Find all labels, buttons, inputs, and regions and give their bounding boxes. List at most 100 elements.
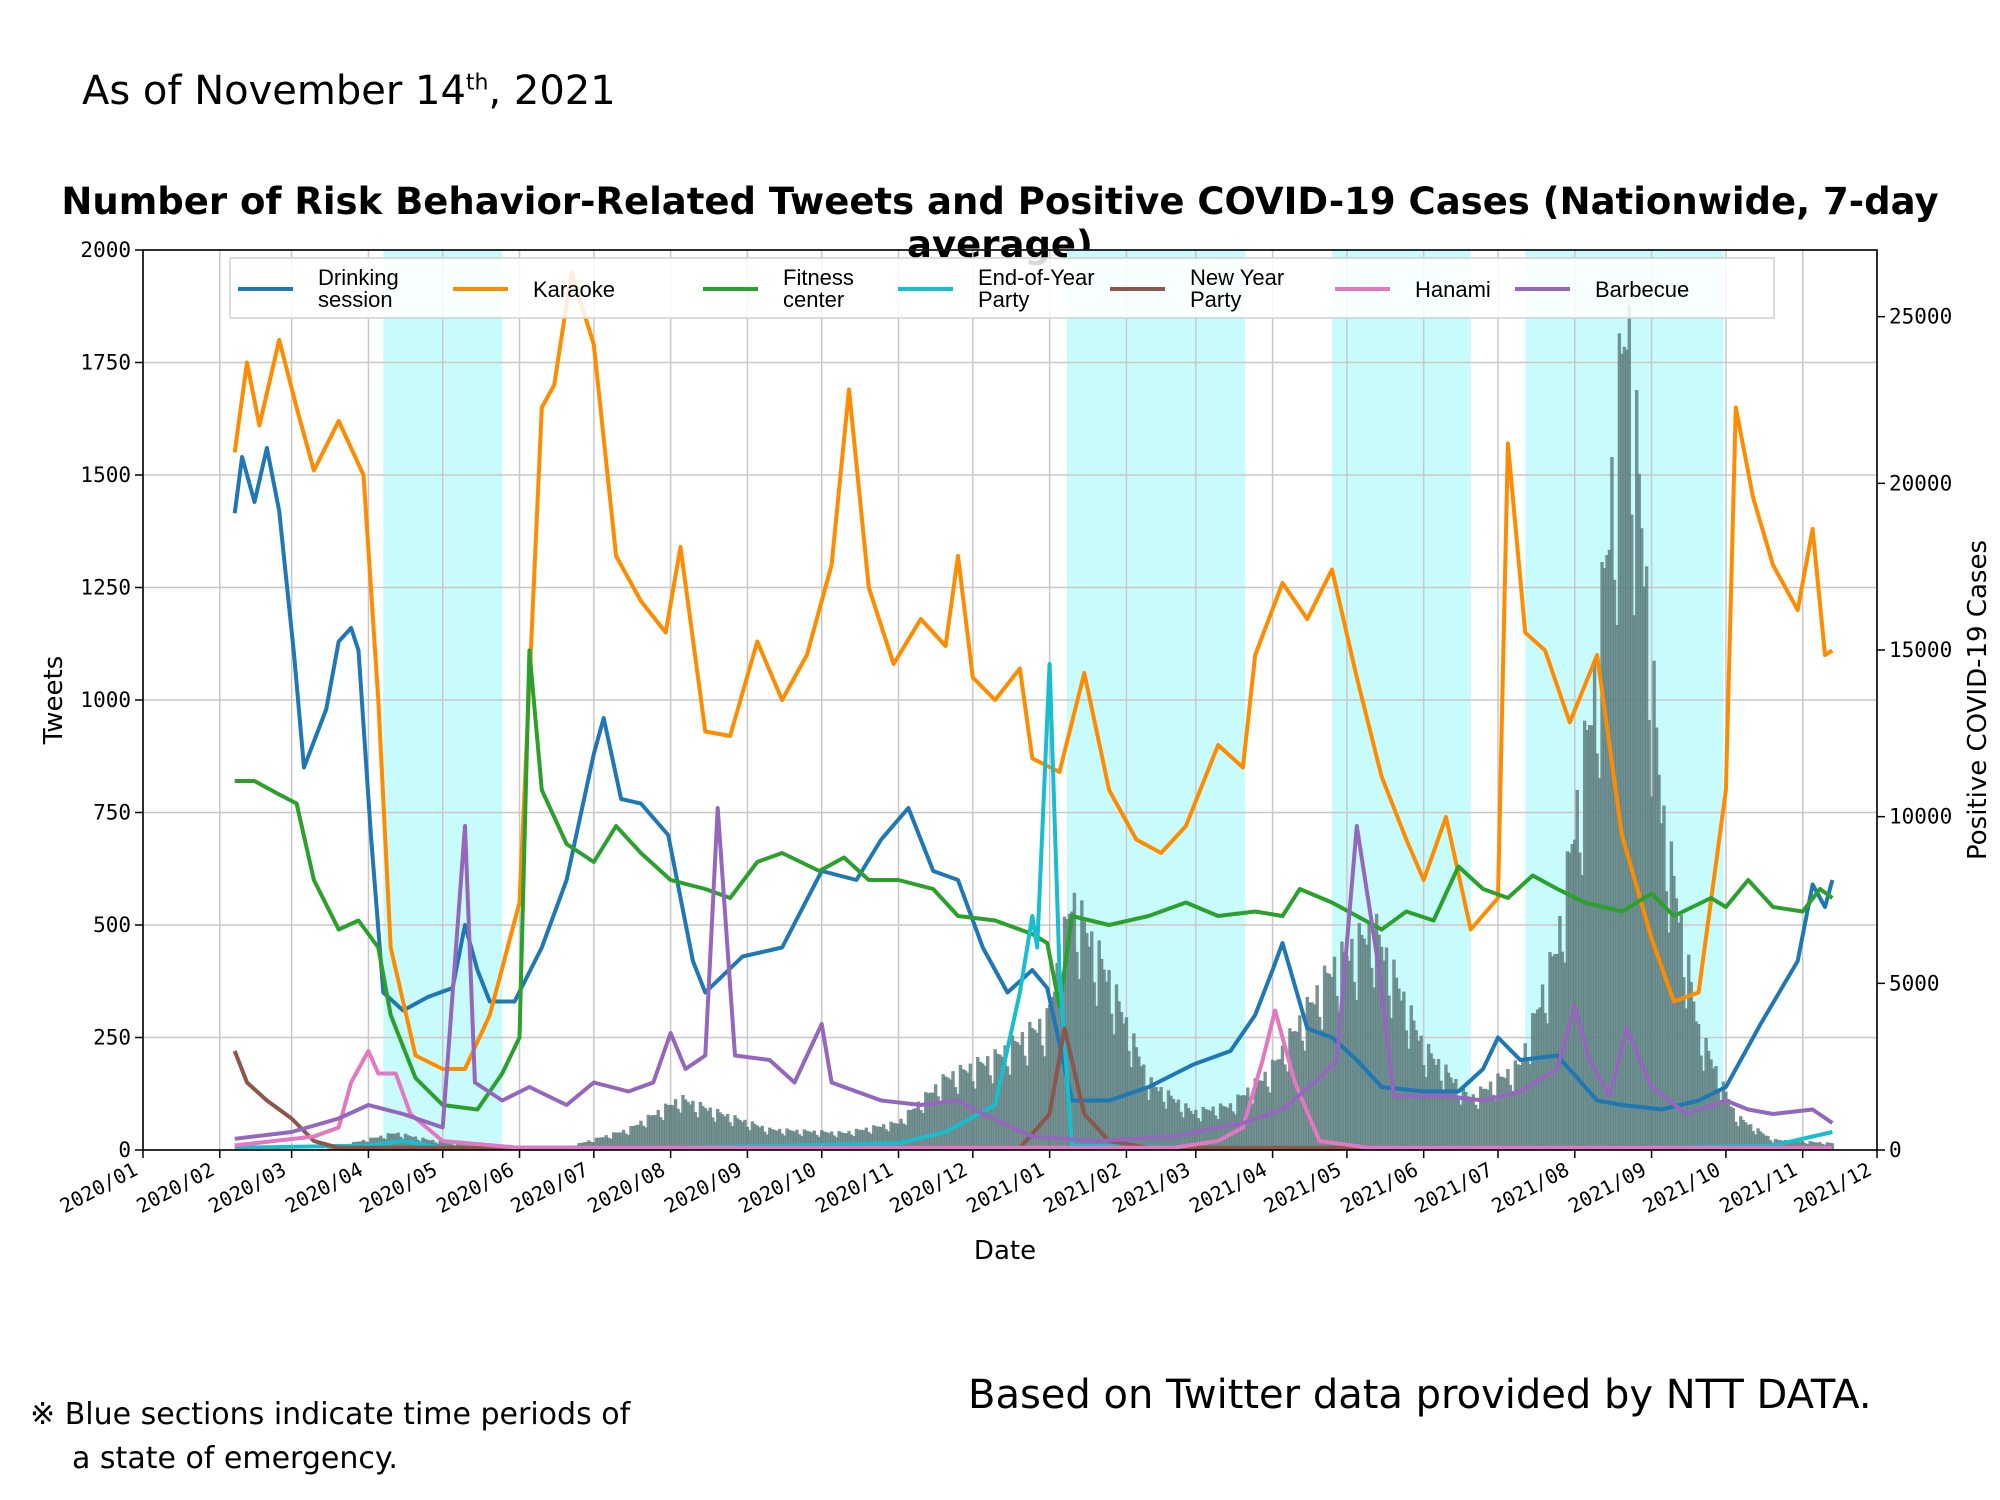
legend-label-line: Fitness — [783, 265, 854, 290]
legend[interactable]: Drinking session Karaoke Fitness center End-o… — [229, 257, 1775, 319]
cases-bar — [1654, 727, 1659, 1150]
cases-bar — [1379, 946, 1384, 1150]
cases-bar — [1441, 1090, 1446, 1150]
cases-bar — [607, 1137, 611, 1150]
cases-bar — [1674, 898, 1679, 1150]
cases-bar — [1189, 1110, 1193, 1150]
cases-bar — [1018, 1044, 1022, 1150]
cases-bar — [1793, 1140, 1797, 1150]
cases-bar — [1052, 991, 1057, 1150]
cases-bar — [1082, 921, 1087, 1150]
cases-bar — [805, 1130, 809, 1150]
cases-bar — [1528, 1064, 1532, 1150]
cases-bar — [1491, 1094, 1495, 1150]
cases-bar — [1023, 1055, 1027, 1150]
cases-bar — [641, 1125, 646, 1150]
legend-label: Karaoke — [533, 277, 615, 302]
cases-bar — [1783, 1139, 1788, 1150]
emergency-note: ※ Blue sections indicate time periods of… — [30, 1397, 631, 1476]
cases-bar — [1179, 1111, 1183, 1150]
cases-bar — [1095, 1005, 1099, 1150]
cases-bar — [946, 1077, 950, 1150]
cases-bar — [924, 1092, 928, 1150]
cases-bar — [1607, 549, 1612, 1150]
cases-bar — [765, 1134, 769, 1150]
cases-bar — [919, 1109, 923, 1150]
cases-bar — [1486, 1089, 1490, 1150]
cases-bar — [1791, 1140, 1795, 1150]
cases-bar — [911, 1108, 916, 1150]
cases-bar — [656, 1109, 660, 1150]
cases-bar — [1508, 1084, 1513, 1150]
cases-bar — [1568, 852, 1572, 1150]
cases-bar — [1275, 1059, 1280, 1150]
x-tick-label: 2020/10 — [734, 1157, 820, 1218]
cases-bar — [983, 1065, 987, 1150]
cases-bar — [1575, 790, 1579, 1150]
cases-bar — [1355, 999, 1359, 1150]
cases-bar — [725, 1113, 730, 1150]
cases-bar — [891, 1122, 896, 1150]
cases-bar — [1038, 1018, 1042, 1150]
legend-label-line: Drinking — [318, 265, 399, 290]
cases-bar — [1090, 931, 1094, 1150]
y-tick-label: 1000 — [80, 688, 131, 712]
cases-bar — [800, 1136, 804, 1150]
cases-bar — [822, 1131, 826, 1150]
cases-bar — [916, 1101, 921, 1150]
cases-bar — [728, 1122, 732, 1150]
cases-bar — [1545, 1023, 1550, 1150]
x-tick-label: 2021/08 — [1487, 1157, 1573, 1218]
cases-bar — [1350, 938, 1354, 1150]
cases-bar — [1144, 1088, 1148, 1150]
cases-bar — [780, 1133, 784, 1150]
cases-bar — [1166, 1090, 1171, 1150]
cases-bar — [659, 1117, 663, 1150]
legend-label-line: Party — [1190, 287, 1241, 312]
cases-bar — [1605, 555, 1609, 1150]
cases-bar — [1030, 1028, 1034, 1150]
cases-bar — [929, 1092, 933, 1150]
cases-bar — [1734, 1121, 1738, 1150]
cases-bar — [1610, 457, 1614, 1150]
cases-bar — [1630, 514, 1634, 1150]
cases-bar — [881, 1124, 886, 1150]
cases-bar — [1226, 1107, 1230, 1150]
cases-bar — [1369, 967, 1374, 1150]
cases-bar — [1169, 1095, 1173, 1150]
x-tick-label: 2020/06 — [432, 1157, 518, 1218]
cases-bar — [1454, 1078, 1458, 1150]
x-tick-label: 2020/04 — [281, 1157, 367, 1218]
cases-bar — [1659, 823, 1664, 1150]
legend-label-line: center — [783, 287, 844, 312]
cases-bar — [1625, 349, 1629, 1151]
cases-bar — [1335, 995, 1339, 1150]
series-line-fitness-center — [234, 648, 1834, 1112]
cases-bar — [963, 1070, 968, 1150]
y-axis-label: Tweets — [39, 656, 69, 746]
cases-bar — [1320, 1029, 1324, 1150]
cases-bar — [1000, 1056, 1005, 1150]
cases-bar — [1704, 1038, 1708, 1150]
y-tick-label: 1750 — [80, 351, 131, 375]
cases-bar — [839, 1132, 844, 1150]
cases-bar — [1045, 1008, 1049, 1150]
y2-tick-label: 20000 — [1889, 471, 1952, 495]
cases-bar — [1055, 962, 1059, 1150]
cases-bar — [961, 1069, 965, 1150]
cases-bar — [772, 1129, 777, 1150]
cases-bar — [1397, 988, 1401, 1150]
cases-bar — [1008, 1074, 1012, 1150]
legend-label: Hanami — [1415, 277, 1491, 302]
cases-bar — [770, 1129, 774, 1150]
cases-bar — [1488, 1081, 1493, 1150]
cases-bar — [777, 1128, 782, 1150]
cases-bar — [1746, 1124, 1750, 1150]
x-tick-label: 2020/08 — [583, 1157, 669, 1218]
cases-bar — [763, 1131, 767, 1150]
cases-bar — [874, 1126, 878, 1150]
cases-bar — [644, 1127, 648, 1150]
cases-bar — [1456, 1096, 1461, 1150]
cases-bar — [1246, 1087, 1250, 1150]
cases-bar — [807, 1131, 812, 1150]
